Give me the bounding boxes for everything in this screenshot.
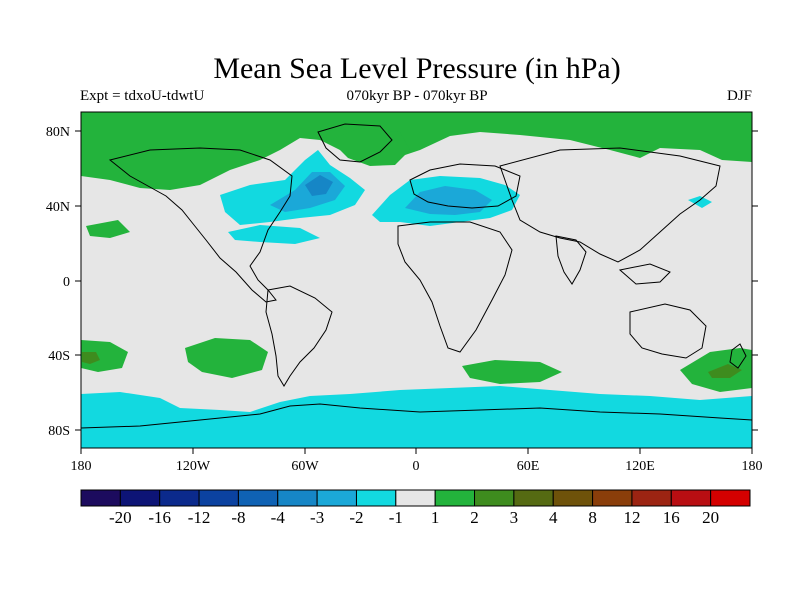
- colorbar-label: 12: [623, 508, 640, 527]
- colorbar-swatch: [710, 489, 751, 507]
- coastlines: [81, 123, 752, 429]
- colorbar-swatch: [277, 489, 318, 507]
- colorbar-label: -20: [109, 508, 132, 527]
- colorbar-swatch: [474, 489, 515, 507]
- colorbar-swatch: [119, 489, 161, 507]
- colorbar-swatch: [631, 489, 672, 507]
- colorbar-swatch: [552, 489, 594, 507]
- colorbar-label: -16: [148, 508, 171, 527]
- colorbar-label: -4: [271, 508, 286, 527]
- colorbar-swatch: [592, 489, 633, 507]
- colorbar-swatch: [159, 489, 200, 507]
- colorbar-label: -2: [349, 508, 363, 527]
- pacific-positive-patch: [86, 220, 130, 238]
- colorbar-label: 16: [663, 508, 680, 527]
- colorbar-label: 2: [470, 508, 479, 527]
- south-pacific-positive-region-west: [81, 340, 128, 372]
- colorbar-swatch: [434, 489, 476, 507]
- lon-tick-120e: 120E: [625, 459, 655, 474]
- south-pacific-positive-region: [185, 338, 268, 378]
- plot-title: Mean Sea Level Pressure (in hPa): [213, 52, 621, 85]
- colorbar-label: -3: [310, 508, 324, 527]
- colorbar-swatch: [80, 489, 121, 507]
- colorbar-label: 3: [510, 508, 519, 527]
- colorbar-label: 20: [702, 508, 719, 527]
- lon-tick-0: 0: [413, 459, 420, 474]
- lon-tick-180e: 180: [742, 459, 763, 474]
- south-atlantic-positive-region: [462, 360, 562, 384]
- japan-negative-patch: [688, 196, 712, 208]
- lon-tick-180w: 180: [71, 459, 92, 474]
- lon-tick-60e: 60E: [517, 459, 540, 474]
- colorbar-swatch: [513, 489, 554, 507]
- colorbar-label: 1: [431, 508, 440, 527]
- colorbar-label: -12: [188, 508, 211, 527]
- experiment-label: Expt = tdxoU-tdwtU: [80, 88, 205, 104]
- period-label: 070kyr BP - 070kyr BP: [346, 88, 488, 104]
- season-label: DJF: [726, 88, 752, 104]
- colorbar-swatch: [670, 489, 712, 507]
- lat-tick-0: 0: [63, 275, 70, 290]
- colorbar-swatch: [355, 489, 397, 507]
- colorbar: -20 -16 -12 -8 -4 -3 -2 -1 1 2 3 4 8 12 16 20: [80, 489, 751, 527]
- atlantic-negative-region: [220, 150, 365, 225]
- lat-tick-80n: 80N: [46, 125, 70, 140]
- colorbar-label: -8: [231, 508, 245, 527]
- atlantic-negative-center: [305, 175, 333, 196]
- colorbar-label: 8: [588, 508, 597, 527]
- midatlantic-negative-tongue: [228, 225, 320, 244]
- colorbar-swatch: [316, 489, 357, 507]
- southern-ocean-negative-band: [81, 386, 752, 448]
- lat-tick-80s: 80S: [48, 424, 70, 439]
- colorbar-swatch: [395, 489, 436, 507]
- tasman-positive-core: [708, 364, 742, 378]
- arctic-positive-region: [81, 112, 752, 190]
- south-pacific-positive-core-west: [82, 352, 100, 364]
- lon-tick-60w: 60W: [291, 459, 319, 474]
- lat-tick-40s: 40S: [48, 349, 70, 364]
- colorbar-label: 4: [549, 508, 558, 527]
- map-field: [81, 112, 752, 448]
- colorbar-swatch: [237, 489, 279, 507]
- colorbar-label: -1: [389, 508, 403, 527]
- longitude-axis: 180 120W 60W 0 60E 120E 180: [71, 448, 763, 474]
- lon-tick-120w: 120W: [176, 459, 211, 474]
- lat-tick-40n: 40N: [46, 200, 70, 215]
- latitude-axis: 80N 40N 0 40S 80S: [46, 125, 758, 439]
- colorbar-swatch: [198, 489, 239, 507]
